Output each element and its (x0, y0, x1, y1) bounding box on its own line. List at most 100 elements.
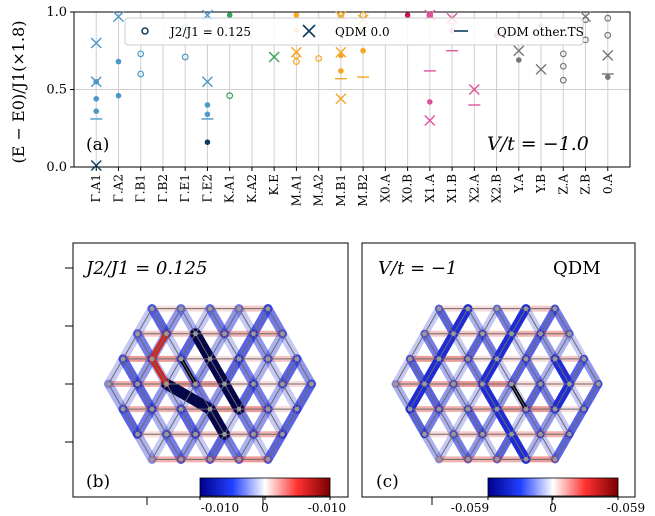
site (149, 456, 155, 462)
bond (296, 383, 312, 410)
bond (409, 383, 425, 410)
site (236, 306, 242, 312)
bond (482, 333, 498, 360)
bond (122, 333, 138, 360)
site (178, 406, 184, 412)
y-tick-label: 0.0 (46, 160, 67, 175)
point-filled (338, 68, 344, 74)
point-open (604, 31, 612, 39)
site (236, 406, 242, 412)
bond (554, 333, 570, 360)
bond (453, 433, 469, 460)
bond (583, 383, 599, 410)
bond (511, 333, 527, 360)
colorbar-b-tick-min: -0.010 (201, 501, 239, 515)
bond (224, 408, 240, 435)
bond (253, 358, 269, 385)
bond (511, 383, 527, 410)
point-open (137, 70, 145, 78)
point-filled (204, 139, 211, 145)
site (407, 406, 413, 412)
bond (267, 408, 283, 435)
site (436, 456, 442, 462)
site (596, 381, 601, 387)
site (309, 381, 314, 387)
colorbar-b-tick-zero: 0 (261, 501, 269, 515)
site (222, 331, 227, 337)
point-filled (93, 108, 100, 114)
panel-c-title-right: QDM (553, 258, 601, 279)
panel-a: 0.0 0.5 1.0 Γ.A1 Γ.A2 Γ.B1 Γ.B2 Γ.E1 Γ.E2 K.A1 K.… (9, 5, 631, 207)
point-x (335, 46, 347, 58)
site (280, 381, 285, 387)
bond (122, 408, 138, 435)
x-tick-label: Γ.A2 (111, 174, 125, 202)
colorbar-b-tick-max: -0.010 (308, 501, 346, 515)
point-filled (404, 12, 411, 18)
bond (467, 408, 483, 435)
site (567, 331, 572, 337)
site (207, 406, 213, 412)
bond (540, 358, 556, 385)
colorbar-c-tick-zero: 0 (549, 501, 557, 515)
point-x (335, 93, 347, 105)
point-open (559, 76, 567, 84)
point-filled (516, 57, 522, 63)
panel-c: V/t = −1 QDM (c) -0.059 0 -0.059 (361, 242, 645, 515)
bond (238, 433, 254, 460)
bond (151, 358, 167, 385)
bond (424, 358, 440, 385)
site (106, 381, 111, 387)
legend: J2/J1 = 0.125 QDM 0.0 QDM other.TS (124, 17, 584, 46)
x-tick-label: M.A2 (312, 174, 326, 206)
bond (166, 383, 182, 410)
site (207, 306, 213, 312)
legend-label-qdm-other: QDM other.TS (497, 25, 584, 39)
bond (453, 333, 469, 360)
site (465, 306, 471, 312)
bond (525, 408, 541, 435)
bond (496, 333, 512, 360)
bond (224, 433, 240, 460)
site (178, 356, 184, 362)
site (149, 356, 155, 362)
bond (224, 358, 240, 385)
site (538, 331, 543, 337)
bond (267, 383, 283, 410)
point-x (90, 76, 102, 88)
bond (395, 358, 411, 385)
site (494, 306, 500, 312)
bond (209, 358, 225, 385)
bond (540, 383, 556, 410)
legend-label-qdm: QDM 0.0 (335, 25, 390, 39)
legend-marker-x (302, 24, 316, 38)
bond (253, 308, 269, 335)
bond (540, 408, 556, 435)
bond (137, 358, 153, 385)
site (480, 431, 485, 437)
site (523, 406, 529, 412)
point-open (137, 50, 145, 58)
bond (438, 308, 454, 335)
site (178, 306, 184, 312)
bond (151, 383, 167, 410)
bond (438, 383, 454, 410)
colorbar-c-tick-max: -0.059 (607, 501, 645, 515)
panel-c-ticks (431, 497, 553, 505)
site (480, 331, 485, 337)
site (494, 406, 500, 412)
x-tick-label: Y.A (512, 174, 526, 194)
bond (209, 333, 225, 360)
bond (525, 433, 541, 460)
bond (453, 383, 469, 410)
x-tick-label: K.A1 (223, 174, 237, 203)
bond (511, 408, 527, 435)
point-x (201, 76, 213, 88)
panel-a-label: (a) (86, 135, 109, 155)
bond (511, 308, 527, 335)
y-tick-label: 1.0 (46, 5, 67, 20)
bond (166, 308, 182, 335)
point-open (604, 14, 612, 22)
x-ticks: Γ.A1 Γ.A2 Γ.B1 Γ.B2 Γ.E1 Γ.E2 K.A1 K.A2 K.E M.A1 M… (89, 167, 615, 207)
